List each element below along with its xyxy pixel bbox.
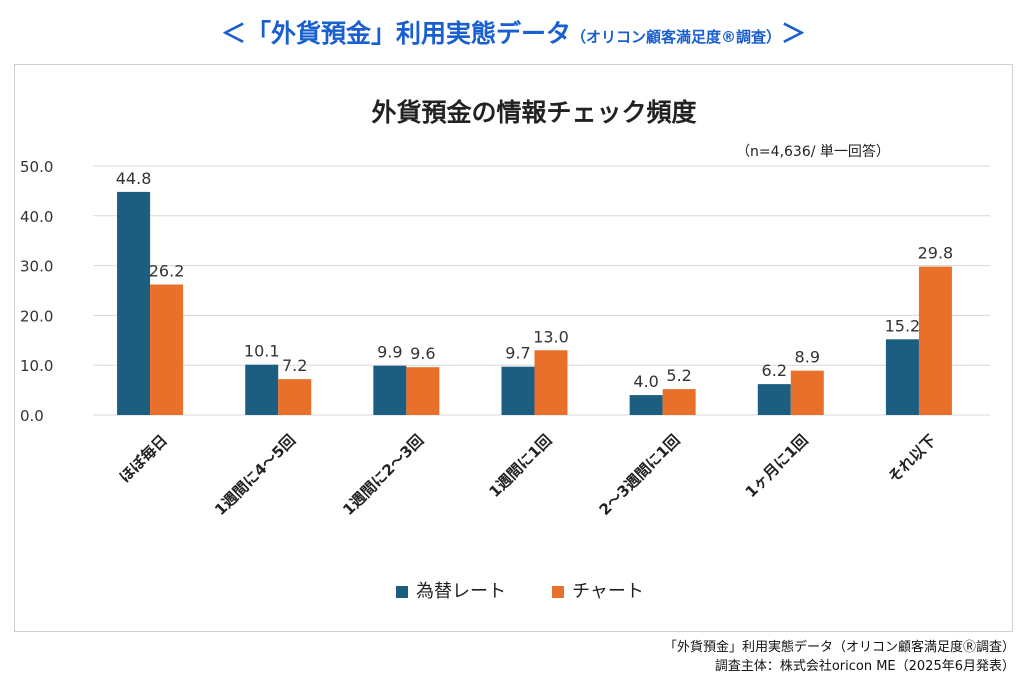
bar-chart-6 — [918, 266, 952, 415]
bar-chart-5 — [790, 370, 824, 415]
x-axis: ほぼ毎日 1週間に4～5回 1週間に2～3回 1週間に1回 2～3週間に1回 1ヶ月に1回… — [116, 431, 940, 519]
chart-frame: 外貨預金の情報チェック頻度 （n=4,636/ 単一回答） 50.0 40.0 30… — [14, 64, 1013, 632]
x-tick-label: 1週間に1回 — [485, 431, 555, 501]
bar-fx-rate-6 — [885, 339, 919, 415]
data-label: 15.2 — [885, 316, 921, 335]
data-label: 9.6 — [410, 344, 435, 363]
bar-series — [117, 191, 952, 415]
page-heading: ＜「外貨預金」利用実態データ（オリコン顧客満足度®調査）＞ — [0, 14, 1027, 50]
data-label: 5.2 — [666, 366, 691, 385]
bar-chart-3 — [534, 350, 568, 415]
bar-chart-1 — [278, 379, 312, 415]
data-label: 13.0 — [533, 327, 569, 346]
bar-chart-0 — [150, 284, 184, 415]
legend: 為替レート チャート — [396, 581, 644, 602]
data-label: 44.8 — [116, 169, 152, 188]
data-label: 9.9 — [377, 343, 402, 362]
legend-swatch — [552, 586, 564, 598]
legend-label: チャート — [572, 581, 644, 602]
y-tick-label: 40.0 — [20, 208, 53, 226]
data-label: 7.2 — [282, 356, 307, 375]
page-heading-main: ＜「外貨預金」利用実態データ — [220, 19, 571, 48]
bar-fx-rate-2 — [373, 365, 407, 415]
data-labels: 44.8 26.2 10.17.2 9.9 9.6 9.713.0 4.0 5.2 6.2 8.9… — [116, 169, 953, 391]
data-label: 10.1 — [244, 342, 280, 361]
bar-fx-rate-3 — [501, 366, 535, 415]
y-tick-label: 10.0 — [20, 357, 53, 375]
data-label: 29.8 — [918, 244, 954, 263]
x-tick-label: 1週間に2～3回 — [339, 431, 427, 519]
page-heading-sub: （オリコン顧客満足度®調査） — [570, 28, 781, 46]
bar-fx-rate-5 — [757, 384, 791, 415]
y-tick-label: 50.0 — [20, 158, 53, 176]
data-label: 8.9 — [795, 348, 820, 367]
y-tick-label: 20.0 — [20, 307, 53, 325]
chart-note: （n=4,636/ 単一回答） — [736, 143, 890, 160]
chart-title: 外貨預金の情報チェック頻度 — [371, 98, 696, 127]
data-label: 4.0 — [633, 372, 658, 391]
x-tick-label: それ以下 — [885, 431, 940, 486]
bar-fx-rate-1 — [245, 364, 279, 415]
x-tick-label: 2～3週間に1回 — [596, 431, 684, 519]
bar-chart: 外貨預金の情報チェック頻度 （n=4,636/ 単一回答） 50.0 40.0 30… — [20, 98, 990, 602]
y-tick-label: 30.0 — [20, 258, 53, 276]
legend-label: 為替レート — [416, 581, 506, 602]
bar-chart-4 — [662, 389, 696, 415]
data-label: 9.7 — [505, 344, 530, 363]
data-label: 6.2 — [762, 361, 787, 380]
bar-chart-2 — [406, 367, 440, 415]
y-axis: 50.0 40.0 30.0 20.0 10.0 0.0 — [20, 158, 53, 425]
x-tick-label: 1週間に4～5回 — [211, 431, 299, 519]
x-tick-label: 1ヶ月に1回 — [742, 431, 812, 501]
y-tick-label: 0.0 — [20, 407, 44, 425]
legend-swatch — [396, 586, 408, 598]
data-label: 26.2 — [149, 262, 185, 281]
bar-fx-rate-0 — [117, 191, 151, 415]
page-heading-close: ＞ — [781, 19, 807, 48]
source-credit-line-1: 「外貨預金」利用実態データ（オリコン顧客満足度Ⓡ調査） — [663, 640, 1015, 655]
x-tick-label: ほぼ毎日 — [116, 431, 171, 486]
bar-fx-rate-4 — [629, 395, 663, 415]
source-credit-line-2: 調査主体：株式会社oricon ME（2025年6月発表） — [714, 659, 1015, 674]
